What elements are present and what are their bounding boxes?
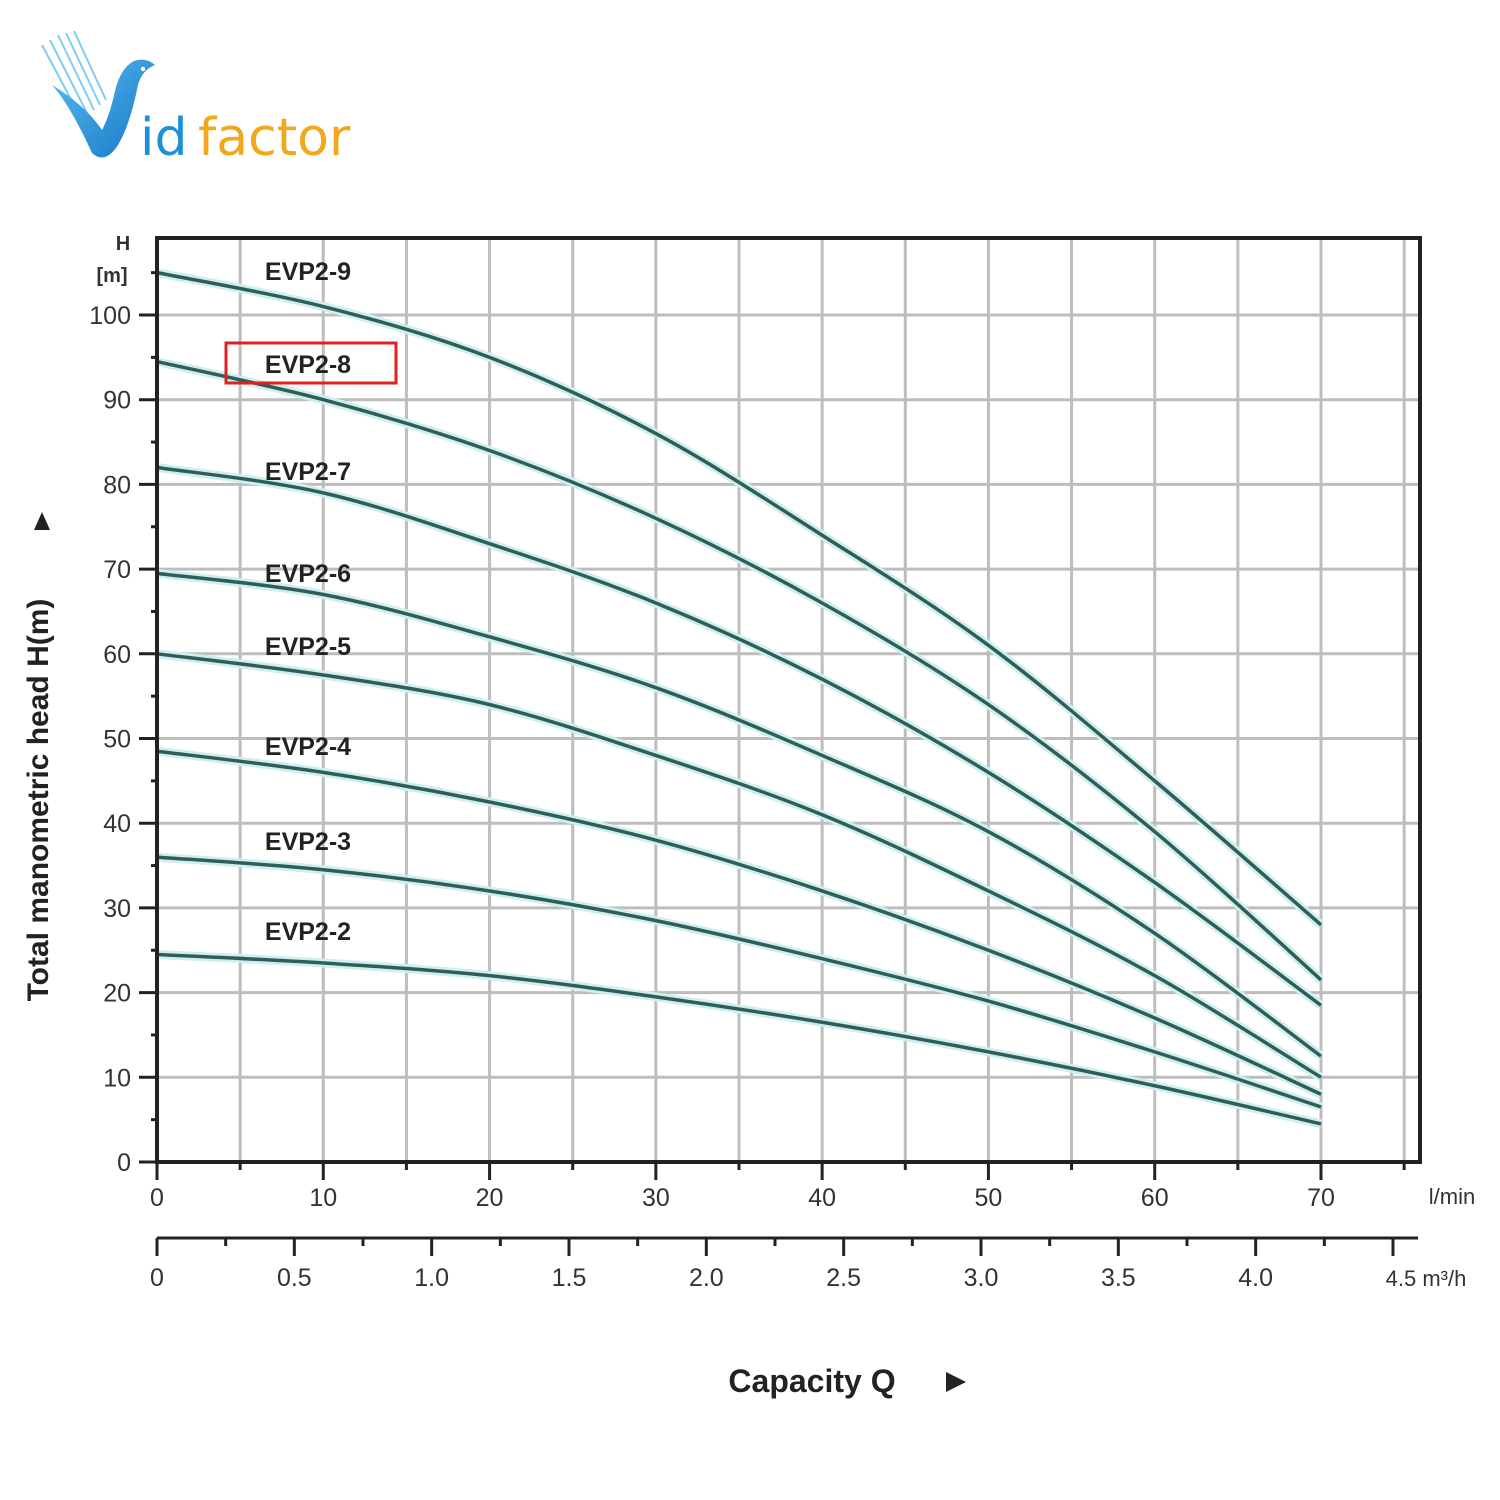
y-tick-label: 10: [103, 1064, 131, 1092]
plot-border: [155, 236, 1422, 1164]
x-tick-label-primary: 20: [476, 1184, 504, 1212]
x-tick-label-secondary: 2.5: [826, 1264, 861, 1292]
y-tick-label: 80: [103, 471, 131, 499]
x-axis-arrow-icon: [946, 1372, 966, 1392]
series-label-evp2-8: EVP2-8: [265, 351, 351, 379]
highlight-box: [224, 341, 398, 385]
x-tick-label-primary: 40: [808, 1184, 836, 1212]
x-tick-label-primary: 10: [309, 1184, 337, 1212]
y-tick-label: 60: [103, 641, 131, 669]
curve-evp2-4: [156, 749, 1322, 1096]
x-tick-label-secondary: 3.0: [964, 1264, 999, 1292]
y-unit-m: [m]: [96, 265, 127, 287]
vidfactor-logo: id factor: [30, 25, 390, 175]
y-tick-label: 0: [117, 1149, 131, 1177]
series-label-evp2-7: EVP2-7: [265, 458, 351, 486]
axes: 0 10 20 30 40 50 60 70 80 90 100 0 10 20 30 40 50 60 70 0 0.…: [89, 271, 1418, 1292]
curve-evp2-9: [156, 270, 1323, 927]
y-tick-label: 50: [103, 726, 131, 754]
x-tick-label-primary: 60: [1141, 1184, 1169, 1212]
y-tick-label: 40: [103, 810, 131, 838]
x-tick-label-primary: 30: [642, 1184, 670, 1212]
x-tick-label-secondary: 0.5: [277, 1264, 312, 1292]
y-axis-arrow-icon: [34, 512, 50, 530]
series-label-evp2-5: EVP2-5: [265, 633, 351, 661]
performance-curves: [155, 268, 1324, 1129]
series-labels: EVP2-9 EVP2-8 EVP2-7 EVP2-6 EVP2-5 EVP2-4 EVP2…: [224, 258, 398, 946]
logo-text-factor: factor: [198, 108, 351, 168]
x-unit-primary: l/min: [1429, 1184, 1475, 1209]
x-axis-title: Capacity Q: [728, 1363, 895, 1399]
x-tick-label-secondary: 4.0: [1238, 1264, 1273, 1292]
x-tick-label-secondary: 2.0: [689, 1264, 724, 1292]
y-tick-label: 100: [89, 302, 131, 330]
x-tick-label-primary: 70: [1307, 1184, 1335, 1212]
x-tick-label-primary: 50: [975, 1184, 1003, 1212]
curve-evp2-3: [156, 855, 1322, 1109]
x-unit-secondary: 4.5 m³/h: [1386, 1266, 1467, 1291]
series-label-evp2-9: EVP2-9: [265, 258, 351, 286]
plot-frame: [155, 236, 1422, 1164]
y-axis-title: Total manometric head H(m): [22, 599, 55, 1002]
series-label-evp2-4: EVP2-4: [265, 733, 351, 761]
curve-evp2-5: [156, 652, 1322, 1079]
series-label-evp2-2: EVP2-2: [265, 918, 351, 946]
logo-text-id: id: [140, 108, 187, 168]
x-tick-label-secondary: 3.5: [1101, 1264, 1136, 1292]
curve-evp2-7: [156, 465, 1323, 1007]
curve-evp2-6: [156, 571, 1323, 1058]
y-tick-label: 20: [103, 980, 131, 1008]
series-label-evp2-3: EVP2-3: [265, 828, 351, 856]
y-unit-h: H: [116, 233, 130, 255]
y-tick-label: 90: [103, 387, 131, 415]
curve-evp2-2: [156, 952, 1322, 1126]
grid-lines: [157, 238, 1420, 1162]
y-tick-label: 30: [103, 895, 131, 923]
bird-v-logo-icon: id factor: [41, 30, 351, 168]
curve-evp2-8: [156, 359, 1323, 982]
x-tick-label-primary: 0: [150, 1184, 164, 1212]
x-tick-label-secondary: 1.5: [552, 1264, 587, 1292]
y-tick-label: 70: [103, 556, 131, 584]
series-label-evp2-6: EVP2-6: [265, 560, 351, 588]
x-tick-label-secondary: 1.0: [414, 1264, 449, 1292]
x-tick-label-secondary: 0: [150, 1264, 164, 1292]
